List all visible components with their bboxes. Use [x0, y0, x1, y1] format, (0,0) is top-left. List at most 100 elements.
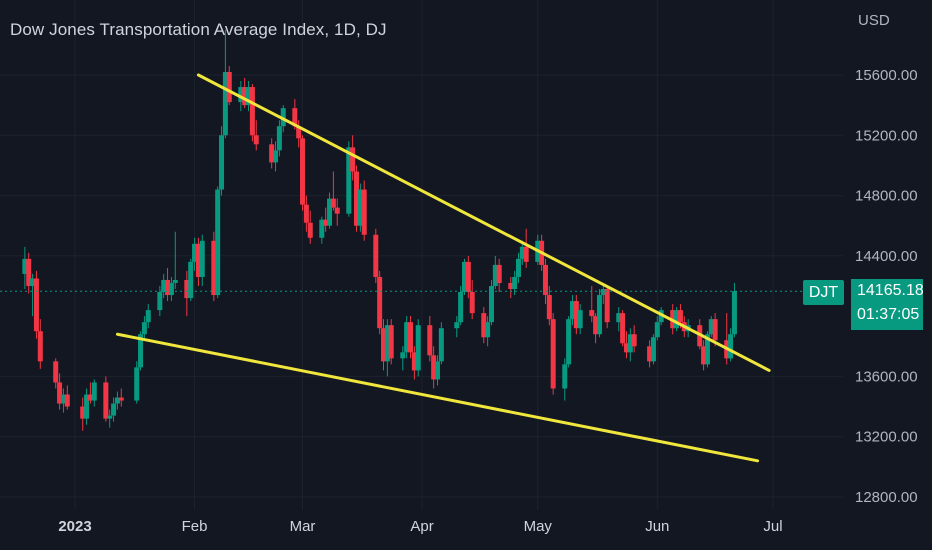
y-tick-label: 15600.00: [855, 67, 918, 84]
x-tick-label: Mar: [290, 518, 316, 535]
candle-body: [438, 328, 444, 362]
chart-title: Dow Jones Transportation Average Index, …: [10, 20, 387, 39]
candle-body: [408, 322, 414, 353]
candle-body: [708, 319, 714, 335]
candle-body: [654, 322, 660, 338]
y-tick-label: 14400.00: [855, 248, 918, 265]
candle-body: [485, 322, 491, 338]
x-tick-label: Jul: [763, 518, 782, 535]
candle-body: [26, 258, 32, 286]
candle-body: [454, 322, 460, 329]
candle-body: [192, 243, 198, 262]
currency-label: USD: [858, 12, 890, 29]
candle-body: [458, 292, 464, 323]
candle-body: [37, 331, 43, 362]
candle-body: [465, 261, 471, 293]
candle-body: [161, 279, 167, 293]
candle-body: [168, 282, 174, 296]
candle-body: [87, 394, 93, 401]
candle-body: [84, 394, 90, 419]
candle-body: [138, 334, 144, 368]
candle-body: [211, 240, 217, 296]
candle-body: [677, 310, 683, 323]
candle-body: [172, 279, 178, 283]
candle-body: [647, 346, 653, 362]
candle-body: [103, 382, 109, 419]
support-trendline: [115, 332, 760, 463]
candle-body: [157, 292, 163, 311]
candle-body: [550, 319, 556, 389]
candle-body: [303, 204, 309, 223]
candle-body: [404, 322, 410, 353]
candle-body: [650, 337, 656, 362]
candle-body: [519, 246, 525, 259]
candle-body: [64, 394, 70, 407]
candle-body: [388, 325, 394, 359]
candle-body: [249, 87, 255, 136]
candle-body: [434, 361, 440, 380]
candle-body: [307, 222, 313, 238]
candle-body: [361, 189, 367, 235]
candle-body: [53, 361, 59, 383]
price-axis[interactable]: 12800.00 13200.00 13600.00 14400.00 14800.00…: [855, 67, 918, 506]
candle-body: [253, 135, 259, 145]
candle-body: [542, 264, 548, 296]
candles: [22, 29, 737, 431]
candle-body: [114, 397, 120, 404]
candle-body: [57, 382, 63, 404]
candle-body: [631, 334, 637, 347]
candle-body: [319, 219, 325, 238]
candle-body: [300, 138, 306, 205]
candle-body: [431, 355, 437, 380]
last-price-value: 14165.18: [857, 282, 924, 299]
candle-body: [33, 278, 39, 332]
candle-body: [354, 171, 360, 226]
candle-body: [292, 108, 298, 127]
candle-body: [91, 382, 97, 401]
y-tick-label: 13200.00: [855, 429, 918, 446]
candle-body: [411, 352, 417, 371]
candle-body: [246, 87, 252, 106]
candle-body: [623, 343, 629, 353]
candle-body: [269, 144, 275, 163]
trendlines[interactable]: [115, 73, 771, 463]
time-axis[interactable]: 2023 Feb Mar Apr May Jun Jul: [58, 518, 782, 535]
candle-body: [111, 403, 117, 416]
x-tick-label: Apr: [410, 518, 433, 535]
y-tick-label: 15200.00: [855, 127, 918, 144]
candle-body: [377, 276, 383, 329]
candle-body: [546, 295, 552, 320]
candle-body: [674, 310, 680, 329]
candle-body: [461, 261, 467, 293]
candle-body: [616, 313, 622, 323]
candle-body: [481, 313, 487, 338]
candle-body: [566, 319, 572, 365]
candle-body: [242, 87, 248, 106]
candle-body: [600, 289, 606, 296]
candle-body: [701, 346, 707, 365]
candle-body: [381, 328, 387, 362]
candle-body: [222, 71, 228, 136]
candle-body: [469, 292, 475, 314]
candle-body: [562, 364, 568, 389]
candle-body: [215, 189, 221, 296]
candle-body: [508, 282, 514, 290]
candle-body: [350, 147, 356, 172]
candle-body: [620, 313, 626, 344]
candle-body: [704, 334, 710, 365]
candle-body: [134, 367, 140, 401]
x-tick-label: Feb: [182, 518, 208, 535]
candle-body: [238, 87, 244, 103]
candle-body: [141, 322, 147, 335]
candle-body: [219, 135, 225, 190]
candle-body: [195, 243, 201, 277]
candle-body: [373, 234, 379, 277]
candle-body: [323, 219, 329, 226]
bar-countdown: 01:37:05: [857, 306, 920, 323]
candle-body: [118, 397, 124, 401]
candle-body: [280, 108, 286, 127]
candle-body: [165, 279, 171, 296]
candle-body: [488, 286, 494, 323]
candle-body: [107, 415, 113, 419]
